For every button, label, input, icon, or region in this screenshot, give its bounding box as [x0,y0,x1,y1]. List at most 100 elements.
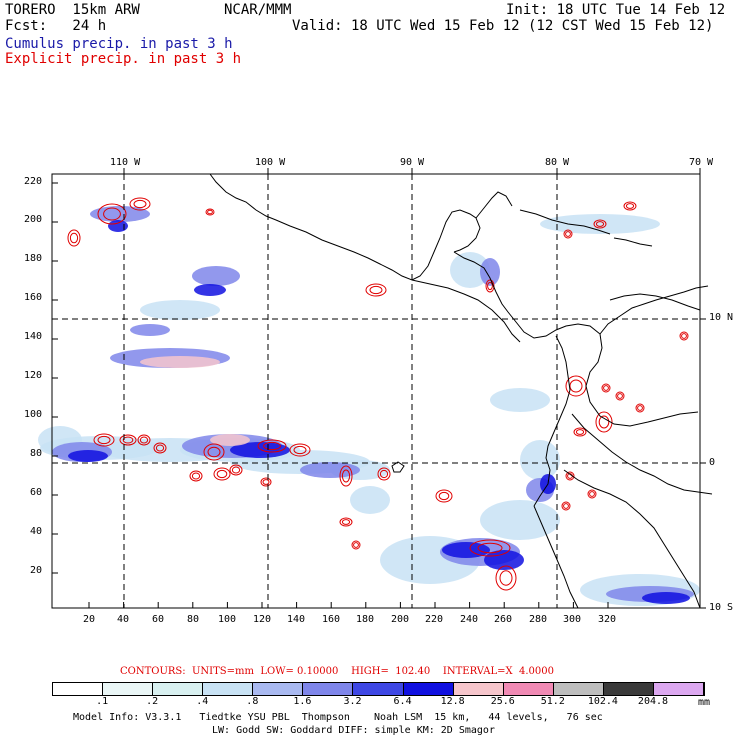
brazil-border [585,333,699,427]
x-tick: 240 [460,614,479,625]
colorbar-label: .1 [96,696,109,707]
colorbar-label: 3.2 [343,696,362,707]
contour-ring-inner [569,379,583,393]
colorbar-swatch [403,683,454,695]
contour-ring-inner [191,472,201,480]
contour-ring-inner [155,444,165,452]
x-tick: 160 [322,614,341,625]
contour-ring [601,383,611,393]
precip-area [484,550,524,570]
contour-ring [485,279,495,293]
contour-ring [377,467,391,481]
contour-ring [623,201,637,211]
x-tick: 140 [287,614,306,625]
contour-ring-inner [565,231,571,237]
precip-area [230,442,290,458]
precip-area [194,284,226,296]
contour-ring [97,203,127,225]
contour-ring [595,411,613,433]
lon-label-110w: 110 W [110,157,141,168]
colorbar-label: .4 [196,696,209,707]
y-tick: 20 [30,565,43,576]
colorbar-label: .2 [146,696,159,707]
y-tick: 160 [24,292,43,303]
contour-ring [587,489,597,499]
colorbar-units: mm [698,697,711,708]
contour-ring-inner [263,441,281,451]
colorbar-label: 12.8 [440,696,465,707]
y-tick: 220 [24,176,43,187]
colorbar-swatch [103,683,154,695]
cuba-coast [519,209,611,235]
x-tick: 40 [117,614,130,625]
yucatan-coast [475,191,513,219]
north-america-coast [209,173,481,281]
y-tick: 60 [30,487,43,498]
colorbar-swatch [653,683,705,695]
central-america-coast [453,251,601,339]
y-tick: 200 [24,214,43,225]
contour-ring-inner [369,285,383,295]
lon-label-70w: 70 W [689,157,714,168]
contour-ring [260,477,272,487]
colorbar-swatch [203,683,254,695]
colorbar-swatch [453,683,504,695]
contour-ring-inner [681,333,687,339]
axis-ticks [52,168,706,609]
contour-ring-inner [133,199,147,209]
lat-label-10s: 10 S [709,602,734,613]
contour-ring-inner [97,435,111,445]
colorbar-swatch [503,683,554,695]
forecast-hour: Fcst: 24 h [5,18,107,34]
y-tick: 140 [24,331,43,342]
contour-ring [205,208,215,216]
contour-ring-inner [499,570,513,586]
model-physics: LW: Godd SW: Goddard DIFF: simple KM: 2D… [212,725,495,736]
precip-area [480,258,500,286]
y-tick: 100 [24,409,43,420]
contour-ring-inner [353,542,359,548]
contour-ring-inner [637,405,643,411]
contour-ring-inner [598,415,610,429]
precip-area [490,388,550,412]
contour-ring [339,517,353,527]
contour-ring [435,489,453,503]
lat-label-10n: 10 N [709,312,734,323]
contour-ring-inner [487,281,493,291]
lon-label-100w: 100 W [255,157,286,168]
colorbar-swatch [253,683,304,695]
x-tick: 100 [218,614,237,625]
contour-ring-inner [69,232,79,244]
contour-ring-inner [617,393,623,399]
center-label: NCAR/MMM [224,2,292,18]
x-tick: 280 [529,614,548,625]
contour-ring-inner [625,203,635,209]
contour-ring [213,467,231,481]
contour-ring-inner [477,542,503,554]
map-frame [51,173,701,609]
contour-ring [679,331,689,341]
lon-label-90w: 90 W [400,157,425,168]
contour-ring [153,442,167,454]
y-tick: 120 [24,370,43,381]
contour-ring [565,471,575,481]
precip-shading [38,206,700,606]
colorbar-label: 51.2 [540,696,565,707]
contour-ring [351,540,361,550]
contour-ring [67,229,81,247]
venezuela-coast [609,293,701,311]
contour-ring-inner [341,469,351,483]
cumulus-legend: Cumulus precip. in past 3 h [5,36,233,52]
colorbar-swatch [353,683,404,695]
contour-ring-inner [438,491,450,501]
colorbar-label: 204.8 [637,696,669,707]
contour-ring [495,565,517,591]
x-tick: 260 [494,614,513,625]
contour-ring-inner [103,207,121,221]
contour-ring-inner [589,491,595,497]
contour-ring-inner [595,221,605,227]
lat-label-0: 0 [709,457,716,468]
x-tick: 80 [187,614,200,625]
precip-area [520,440,560,480]
lon-label-80w: 80 W [545,157,570,168]
